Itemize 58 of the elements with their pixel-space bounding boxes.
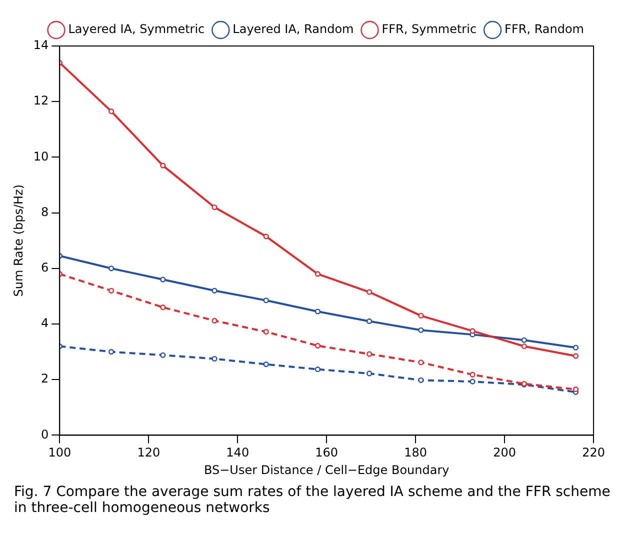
y-tick-label: 8 [41, 204, 49, 219]
point [418, 327, 424, 333]
x-tick-label: 100 [48, 446, 72, 460]
point [366, 351, 372, 357]
point [108, 108, 114, 114]
point [160, 162, 166, 168]
point [263, 234, 269, 240]
caption: Fig. 7 Compare the average sum rates of the layered IA scheme and the FFR scheme in three-cell homogeneous networks [13, 484, 612, 516]
point [263, 328, 269, 335]
point [212, 288, 218, 294]
point [108, 288, 114, 294]
x-axis-title: BS−User Distance / Cell−Edge Boundary [204, 462, 450, 477]
point [160, 276, 166, 282]
point [263, 362, 269, 368]
point [366, 370, 372, 376]
point [521, 343, 527, 350]
legend-label: FFR, Random [504, 22, 584, 36]
point [521, 337, 527, 343]
x-tick-label: 200 [493, 446, 516, 460]
point [314, 271, 321, 277]
y-tick-label: 0 [41, 427, 49, 442]
point [572, 344, 579, 350]
point [418, 312, 424, 318]
y-tick-label: 2 [41, 372, 49, 386]
x-tick-label: 160 [315, 446, 338, 460]
point [470, 372, 476, 378]
point [470, 378, 476, 384]
point [418, 377, 424, 383]
y-tick-label: 4 [41, 316, 49, 330]
legend-label: Layered IA, Symmetric [68, 22, 205, 36]
y-tick-label: 14 [33, 38, 49, 52]
legend-label: FFR, Symmetric [382, 22, 477, 36]
point [160, 352, 166, 358]
point [108, 349, 114, 355]
point [212, 204, 218, 210]
point [212, 356, 218, 362]
point [366, 289, 372, 295]
point [314, 308, 321, 314]
point [418, 360, 424, 366]
point [263, 298, 269, 304]
y-tick-label: 12 [33, 94, 49, 108]
y-tick-label: 10 [33, 149, 49, 164]
y-axis-title: Sum Rate (bps/Hz) [11, 184, 26, 297]
x-tick-label: 120 [137, 446, 160, 460]
point [212, 318, 218, 324]
x-tick-label: 220 [582, 446, 605, 460]
point [572, 386, 579, 392]
point [572, 353, 579, 359]
point [108, 266, 114, 272]
y-tick-label: 6 [41, 260, 49, 275]
point [314, 366, 321, 372]
point [160, 304, 166, 310]
point [314, 342, 321, 348]
legend-label: Layered IA, Random [232, 22, 354, 36]
point [470, 328, 476, 334]
x-tick-label: 180 [404, 446, 428, 460]
point [366, 318, 372, 324]
x-tick-label: 140 [226, 446, 250, 460]
